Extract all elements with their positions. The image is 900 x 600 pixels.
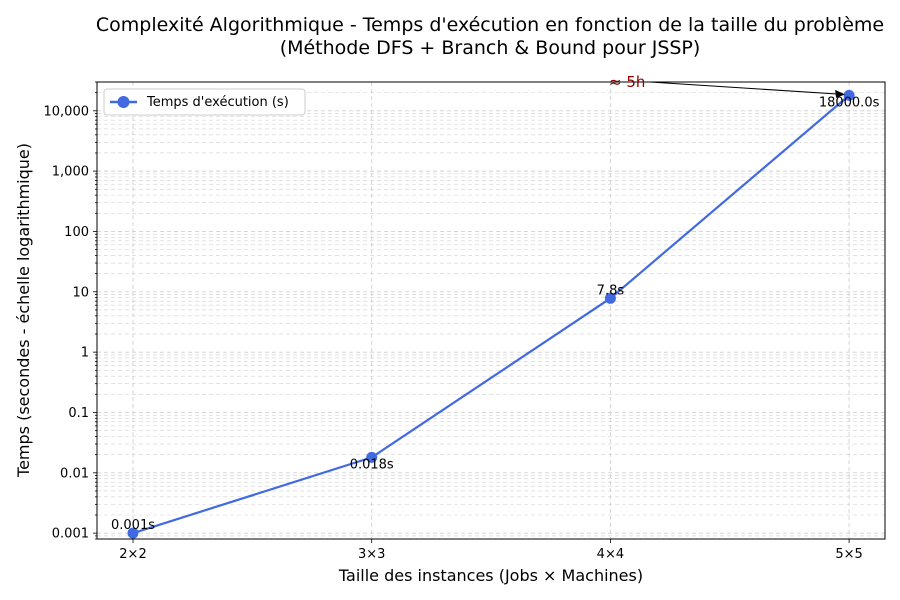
x-tick-label: 3×3 — [358, 547, 385, 562]
plot-frame — [96, 81, 886, 540]
data-point — [843, 89, 855, 101]
legend-label: Temps d'exécution (s) — [146, 95, 289, 110]
data-point — [604, 292, 616, 304]
y-axis: 0.001 0.01 0.1 1 10 100 1,000 10,000 — [44, 81, 97, 542]
annotation-arrow — [649, 81, 844, 95]
data-point — [127, 527, 139, 539]
data-label: 0.018s — [350, 457, 394, 472]
legend: Temps d'exécution (s) — [103, 88, 306, 116]
annotation: ≈ 5h — [609, 73, 846, 98]
x-axis-label: Taille des instances (Jobs × Machines) — [338, 566, 643, 585]
x-tick-label: 2×2 — [119, 547, 146, 562]
legend-box — [103, 88, 306, 116]
chart-title: Complexité Algorithmique - Temps d'exécu… — [96, 14, 884, 36]
annotation-arrowhead — [835, 89, 846, 98]
x-axis: 2×2 3×3 4×4 5×5 — [119, 539, 863, 562]
y-tick-label: 0.01 — [60, 466, 89, 481]
x-tick-label: 5×5 — [835, 547, 862, 562]
chart-subtitle: (Méthode DFS + Branch & Bound pour JSSP) — [280, 37, 701, 59]
series-layer — [127, 89, 855, 539]
data-point — [366, 451, 378, 463]
y-tick-label: 100 — [64, 225, 89, 240]
data-labels: 0.001s 0.018s 7.8s 18000.0s — [111, 95, 880, 533]
annotation-text: ≈ 5h — [609, 73, 645, 91]
data-label: 18000.0s — [819, 95, 880, 110]
y-tick-label: 0.1 — [68, 406, 89, 421]
y-tick-label: 10 — [72, 285, 89, 300]
y-tick-label: 10,000 — [44, 104, 90, 119]
y-tick-label: 1 — [81, 346, 89, 361]
y-tick-label: 1,000 — [52, 165, 89, 180]
data-label: 0.001s — [111, 518, 155, 533]
y-tick-label: 0.001 — [52, 527, 89, 542]
grid — [97, 81, 885, 540]
legend-marker — [117, 96, 130, 108]
series-line — [132, 94, 850, 535]
y-axis-label: Temps (secondes - échelle logarithmique) — [14, 143, 33, 478]
data-label: 7.8s — [597, 283, 625, 298]
x-tick-label: 4×4 — [597, 547, 624, 562]
